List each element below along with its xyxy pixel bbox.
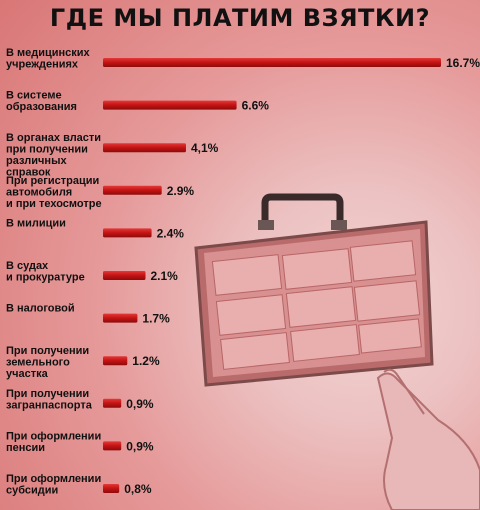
value-label: 2.1% — [151, 269, 179, 283]
value-label: 0,9% — [126, 439, 154, 453]
category-label-line: и прокуратуре — [6, 272, 85, 284]
briefcase-illustration — [194, 193, 434, 387]
briefcase-handle-mount-left — [258, 220, 274, 230]
category-label: В медицинских учреждениях — [6, 47, 91, 71]
bar — [103, 228, 152, 238]
value-label: 0,8% — [124, 482, 152, 496]
briefcase-handle — [261, 193, 344, 225]
value-label: 4,1% — [191, 141, 219, 155]
category-label: При получении земельного участка — [6, 345, 89, 380]
bar — [103, 484, 120, 493]
value-label: 6.6% — [242, 99, 270, 113]
bar — [103, 185, 162, 195]
category-label: В системе образования — [6, 90, 77, 114]
category-label-line: участка — [6, 368, 49, 380]
category-label-line: При получении — [6, 388, 89, 400]
category-label-line: учреждениях — [6, 59, 79, 71]
chart-title: ГДЕ МЫ ПЛАТИМ ВЗЯТКИ? — [49, 4, 431, 32]
category-label-line: справок — [6, 167, 51, 179]
bar — [103, 143, 186, 153]
category-label-line: автомобиля — [6, 186, 72, 198]
category-label-line: В системе — [6, 90, 62, 102]
value-label: 0,9% — [126, 397, 154, 411]
bar — [103, 100, 237, 110]
category-label-line: При оформлении — [6, 430, 101, 442]
category-label-line: при получении — [6, 144, 88, 156]
category-label-line: При оформлении — [6, 473, 101, 485]
bar — [103, 356, 128, 366]
category-label: При оформлении пенсии — [6, 430, 101, 454]
briefcase-handle-mount-right — [331, 220, 347, 230]
category-label-line: образования — [6, 101, 77, 113]
banknotes — [211, 240, 422, 370]
category-label-line: пенсии — [6, 442, 45, 454]
category-label: При оформлении субсидии — [6, 473, 101, 497]
value-label: 1.2% — [132, 354, 160, 368]
value-label: 1.7% — [142, 312, 170, 326]
category-label-line: В медицинских — [6, 47, 91, 59]
category-label-line: В налоговой — [6, 303, 75, 315]
category-label-line: загранпаспорта — [6, 399, 93, 411]
value-label: 16.7% — [446, 56, 480, 70]
value-label: 2.4% — [157, 226, 185, 240]
category-label-line: земельного — [6, 357, 70, 369]
bar — [103, 441, 122, 451]
category-label: При регистрации автомобиля и при техосмотр… — [6, 175, 102, 210]
category-label-line: В органах власти — [6, 132, 101, 144]
category-label-line: субсидии — [6, 485, 58, 497]
category-label: В органах власти при получении различных сп… — [6, 132, 101, 179]
category-label: При получении загранпаспорта — [6, 388, 93, 412]
category-label: В милиции — [6, 217, 66, 229]
bars-layer: В медицинских учреждениях 16.7% В системе об… — [6, 47, 480, 497]
category-label-line: При регистрации — [6, 175, 99, 187]
category-label: В налоговой — [6, 303, 75, 315]
category-label-line: В милиции — [6, 217, 66, 229]
pointing-hand-icon — [376, 368, 480, 510]
category-label-line: В судах — [6, 260, 49, 272]
category-label-line: и при техосмотре — [6, 198, 102, 210]
bar — [103, 271, 146, 280]
category-label-line: различных — [6, 155, 67, 167]
value-label: 2.9% — [167, 184, 195, 198]
bar — [103, 398, 122, 408]
category-label: В судах и прокуратуре — [6, 260, 85, 284]
bar — [103, 58, 441, 67]
category-label-line: При получении — [6, 345, 89, 357]
bar — [103, 313, 138, 323]
